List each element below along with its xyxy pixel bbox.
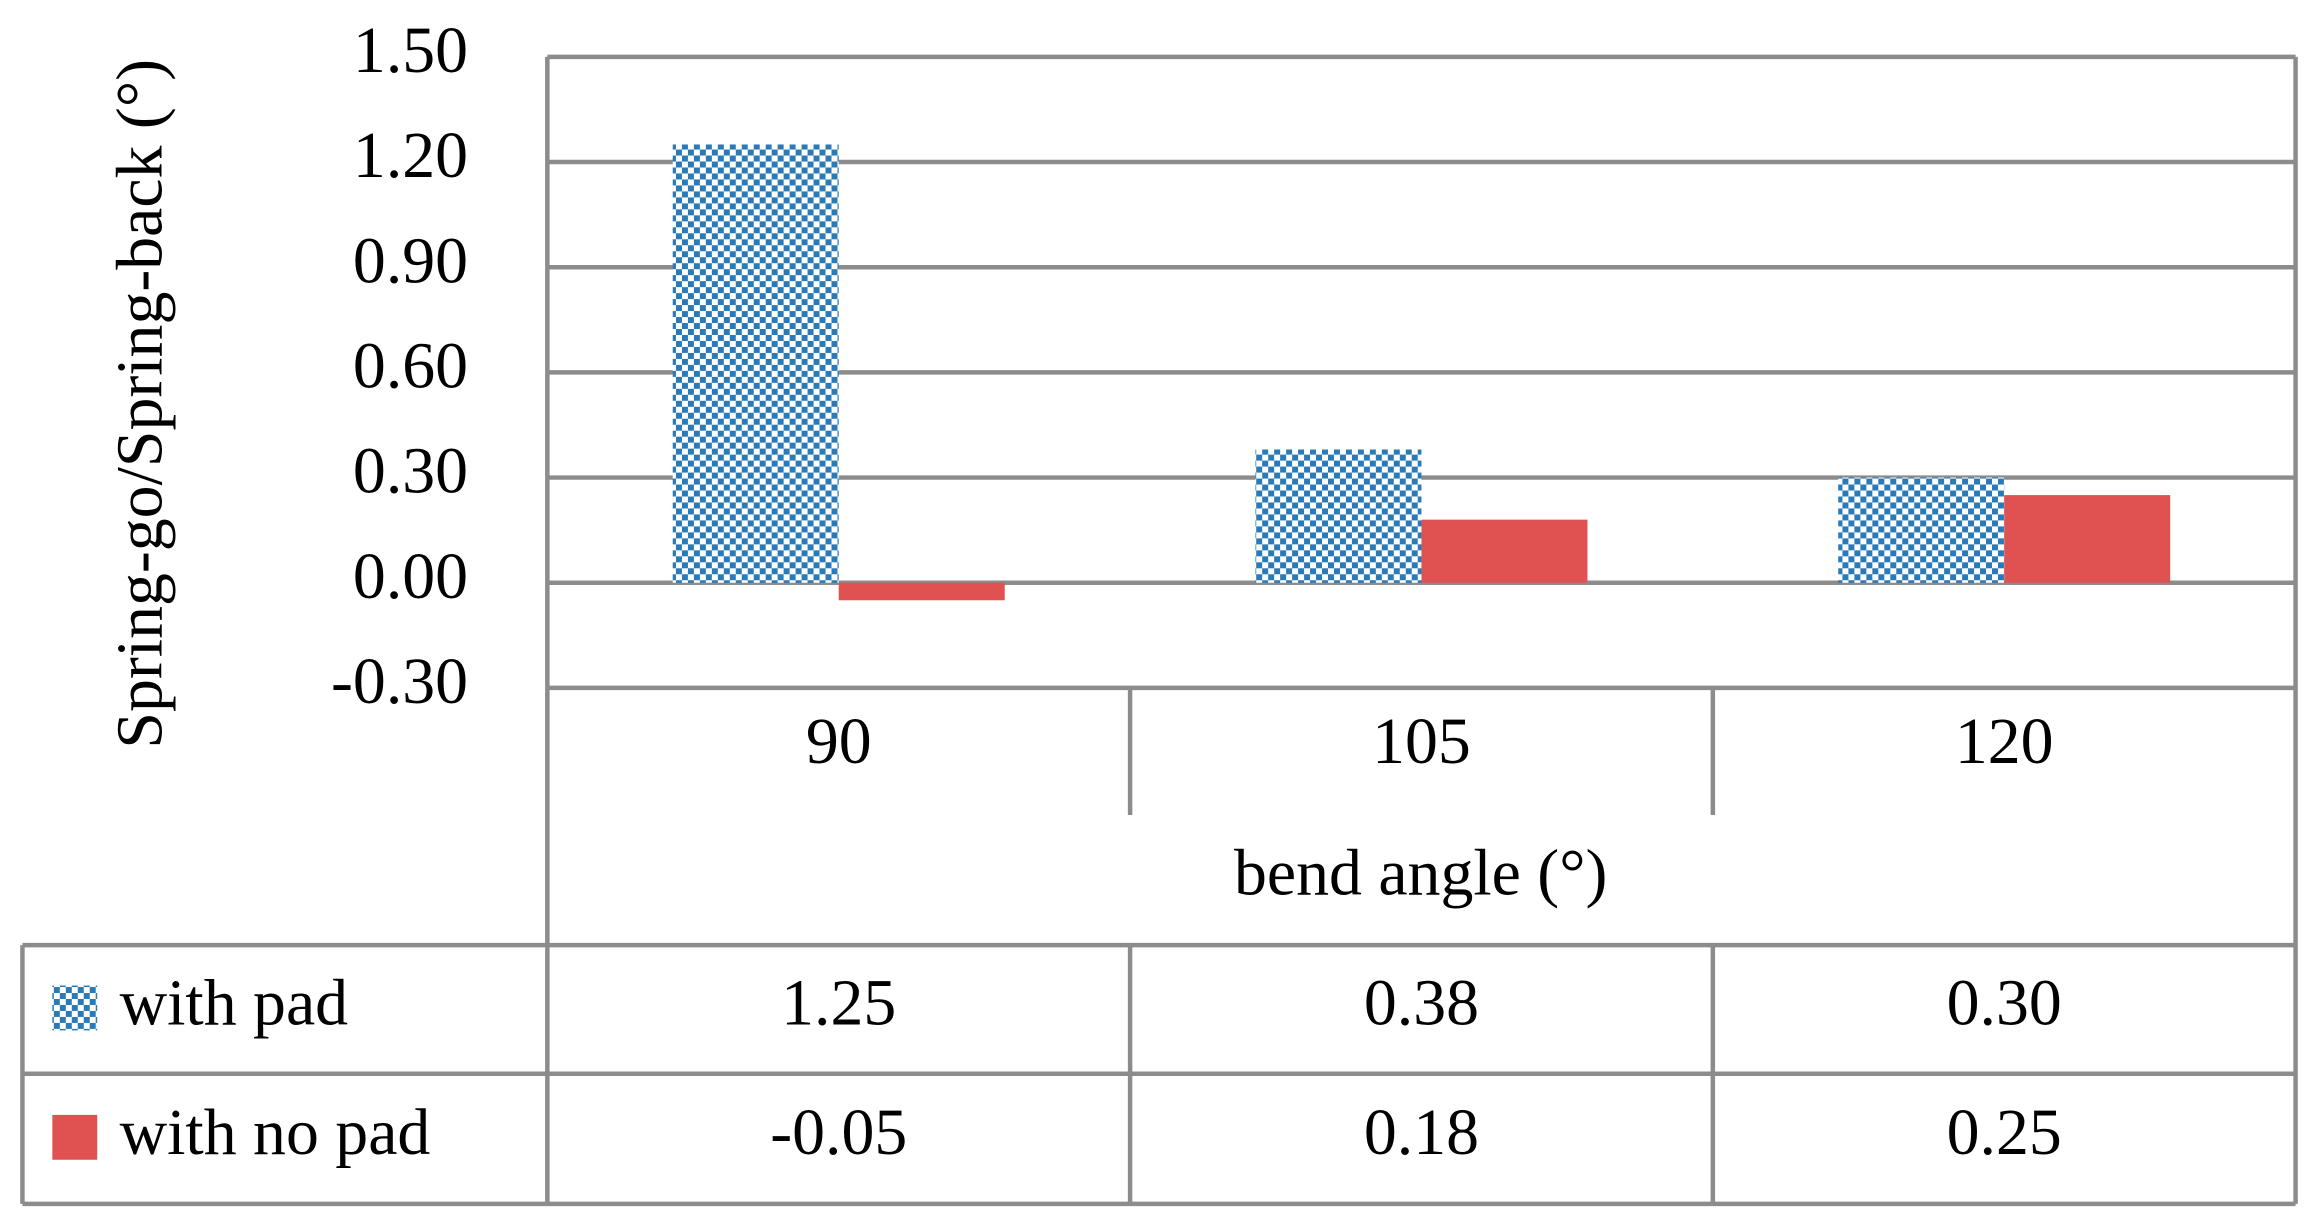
y-tick-label: -0.30 bbox=[331, 645, 468, 718]
bar bbox=[1421, 519, 1588, 583]
y-tick-label: 0.90 bbox=[353, 224, 468, 297]
legend-label: with pad bbox=[120, 967, 349, 1040]
bar bbox=[1255, 449, 1422, 583]
x-tick-label: 120 bbox=[1955, 705, 2054, 778]
y-axis-title: Spring-go/Spring-back (°) bbox=[104, 59, 177, 749]
y-tick-label: 1.50 bbox=[353, 14, 468, 87]
table-value: -0.05 bbox=[770, 1096, 907, 1169]
table-value: 0.38 bbox=[1364, 967, 1479, 1040]
legend-label: with no pad bbox=[120, 1096, 431, 1169]
y-tick-label: 0.30 bbox=[353, 435, 468, 508]
bar bbox=[2004, 495, 2171, 583]
x-tick-label: 105 bbox=[1372, 705, 1471, 778]
table-value: 0.18 bbox=[1364, 1096, 1479, 1169]
table-value: 0.25 bbox=[1947, 1096, 2062, 1169]
bar bbox=[1838, 477, 2005, 583]
legend-swatch bbox=[52, 1114, 98, 1160]
x-tick-label: 90 bbox=[806, 705, 872, 778]
bar bbox=[838, 582, 1005, 601]
y-tick-label: 0.00 bbox=[353, 540, 468, 613]
x-axis-title: bend angle (°) bbox=[1234, 836, 1607, 909]
legend-swatch bbox=[52, 985, 98, 1031]
table-value: 0.30 bbox=[1947, 967, 2062, 1040]
bar bbox=[672, 144, 839, 583]
y-tick-label: 1.20 bbox=[353, 119, 468, 192]
y-tick-label: 0.60 bbox=[353, 329, 468, 402]
table-value: 1.25 bbox=[781, 967, 896, 1040]
